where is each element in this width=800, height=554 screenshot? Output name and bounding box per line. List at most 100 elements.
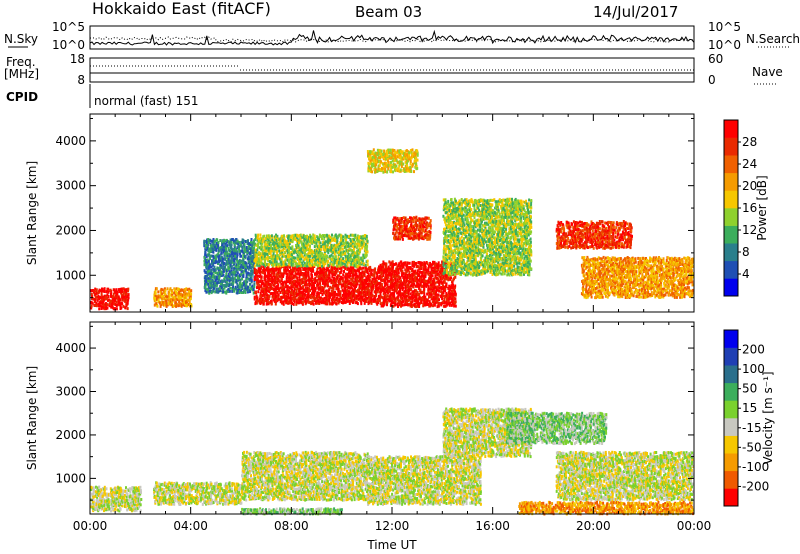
data-cell	[447, 199, 450, 203]
data-cell	[181, 301, 184, 305]
data-cell	[224, 268, 227, 271]
data-cell	[260, 275, 263, 279]
data-cell	[208, 247, 211, 251]
data-cell	[114, 299, 117, 303]
data-cell	[212, 263, 215, 267]
data-cell	[319, 241, 322, 245]
data-cell	[311, 273, 313, 277]
data-cell	[236, 239, 239, 243]
data-cell	[307, 274, 310, 278]
data-cell	[106, 293, 109, 297]
data-cell	[91, 297, 94, 301]
data-cell	[405, 294, 408, 298]
data-cell	[93, 289, 96, 293]
data-cell	[173, 288, 176, 292]
data-cell	[217, 255, 220, 259]
data-cell	[253, 282, 256, 286]
data-cell	[243, 249, 246, 252]
data-cell	[356, 282, 359, 286]
data-cell	[213, 286, 215, 290]
data-cell	[275, 260, 278, 264]
data-cell	[443, 297, 446, 301]
data-cell	[276, 280, 279, 284]
data-cell	[323, 237, 326, 241]
data-cell	[386, 283, 389, 287]
data-cell	[219, 285, 222, 289]
data-cell	[412, 285, 415, 289]
data-cell	[217, 244, 220, 248]
data-cell	[219, 288, 222, 292]
data-cell	[359, 248, 362, 252]
data-cell	[160, 303, 163, 306]
data-cell	[425, 279, 428, 283]
data-cell	[235, 278, 238, 282]
data-cell	[120, 290, 123, 294]
data-cell	[127, 293, 130, 297]
data-cell	[444, 250, 447, 254]
data-cell	[416, 223, 419, 227]
data-cell	[165, 301, 168, 305]
data-cell	[204, 253, 207, 257]
data-cell	[242, 266, 245, 270]
data-cell	[205, 290, 208, 294]
data-cell	[247, 247, 250, 251]
data-cell	[160, 294, 163, 298]
data-cell	[228, 252, 231, 256]
data-cell	[247, 271, 249, 275]
data-cell	[356, 274, 359, 278]
data-cell	[115, 293, 118, 297]
data-cell	[454, 300, 457, 304]
data-cell	[224, 257, 226, 261]
data-cell	[207, 282, 210, 286]
data-cell	[211, 278, 214, 282]
data-cell	[171, 290, 173, 294]
data-cell	[96, 298, 99, 302]
data-cell	[216, 283, 219, 287]
data-cell	[245, 275, 248, 279]
data-cell	[208, 279, 211, 283]
data-cell	[222, 273, 225, 277]
data-cell	[301, 251, 304, 255]
data-cell	[186, 292, 189, 296]
data-cell	[245, 287, 248, 291]
data-cell	[218, 274, 221, 278]
data-cell	[225, 284, 228, 288]
data-cell	[213, 284, 216, 288]
data-cell	[90, 292, 93, 296]
data-cell	[249, 282, 251, 286]
data-cell	[205, 280, 208, 284]
data-cell	[113, 302, 116, 306]
data-cell	[364, 263, 367, 267]
data-cell	[221, 283, 224, 287]
data-cell	[219, 270, 222, 274]
data-cell	[342, 242, 345, 245]
data-cell	[90, 289, 93, 293]
data-cell	[277, 287, 280, 291]
data-cell	[415, 261, 417, 265]
data-cell	[336, 239, 339, 243]
data-cell	[215, 257, 218, 260]
data-cell	[245, 272, 248, 276]
data-cell	[222, 250, 225, 254]
data-cell	[186, 288, 189, 292]
data-cell	[449, 221, 452, 225]
data-cell	[208, 291, 211, 295]
data-cell	[185, 300, 187, 304]
data-cell	[250, 278, 253, 282]
data-cell	[314, 286, 317, 290]
data-cell	[120, 306, 123, 310]
data-cell	[449, 254, 452, 258]
data-cell	[446, 213, 449, 217]
data-cell	[153, 293, 156, 297]
data-cell	[246, 242, 249, 246]
data-cell	[346, 263, 349, 267]
data-cell	[183, 290, 185, 294]
data-cell	[247, 273, 250, 277]
nsky-trace	[89, 29, 695, 46]
data-cell	[164, 292, 167, 296]
data-cell	[323, 267, 326, 271]
data-cell	[231, 251, 234, 254]
data-cell	[171, 292, 174, 296]
data-cell	[438, 298, 440, 302]
data-cell	[207, 288, 210, 291]
